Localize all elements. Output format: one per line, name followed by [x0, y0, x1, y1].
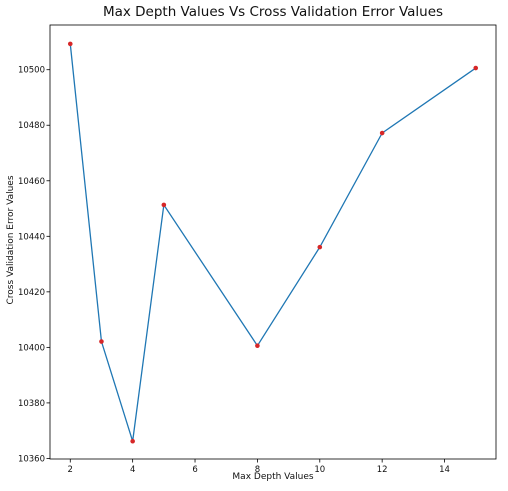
x-axis-label: Max Depth Values	[232, 472, 314, 482]
y-tick-label: 10380	[18, 399, 45, 409]
data-point	[130, 438, 135, 444]
y-axis-label: Cross Validation Error Values	[6, 175, 16, 305]
data-point	[473, 65, 479, 71]
x-tick-label: 2	[68, 465, 73, 475]
plot-frame	[49, 24, 497, 460]
y-tick-label: 10480	[18, 121, 45, 131]
y-tick-label: 10460	[18, 177, 45, 187]
y-tick-label: 10400	[18, 343, 45, 353]
data-point	[317, 244, 323, 250]
x-tick-label: 4	[130, 465, 135, 475]
y-tick-label: 10360	[18, 454, 45, 464]
data-point	[161, 202, 167, 208]
y-tick-label: 10420	[18, 288, 45, 298]
x-tick-label: 14	[439, 465, 450, 475]
y-tick-label: 10440	[18, 232, 45, 242]
data-point	[379, 130, 385, 136]
series-line	[69, 43, 477, 442]
x-tick-label: 6	[192, 465, 197, 475]
y-tick-label: 10500	[18, 66, 45, 76]
x-tick-label: 8	[255, 465, 260, 475]
x-tick-label: 12	[377, 465, 388, 475]
data-point	[255, 343, 260, 349]
data-point	[67, 41, 73, 47]
data-point	[99, 339, 104, 344]
x-tick-label: 10	[314, 465, 325, 475]
chart-title: Max Depth Values Vs Cross Validation Err…	[102, 4, 444, 20]
